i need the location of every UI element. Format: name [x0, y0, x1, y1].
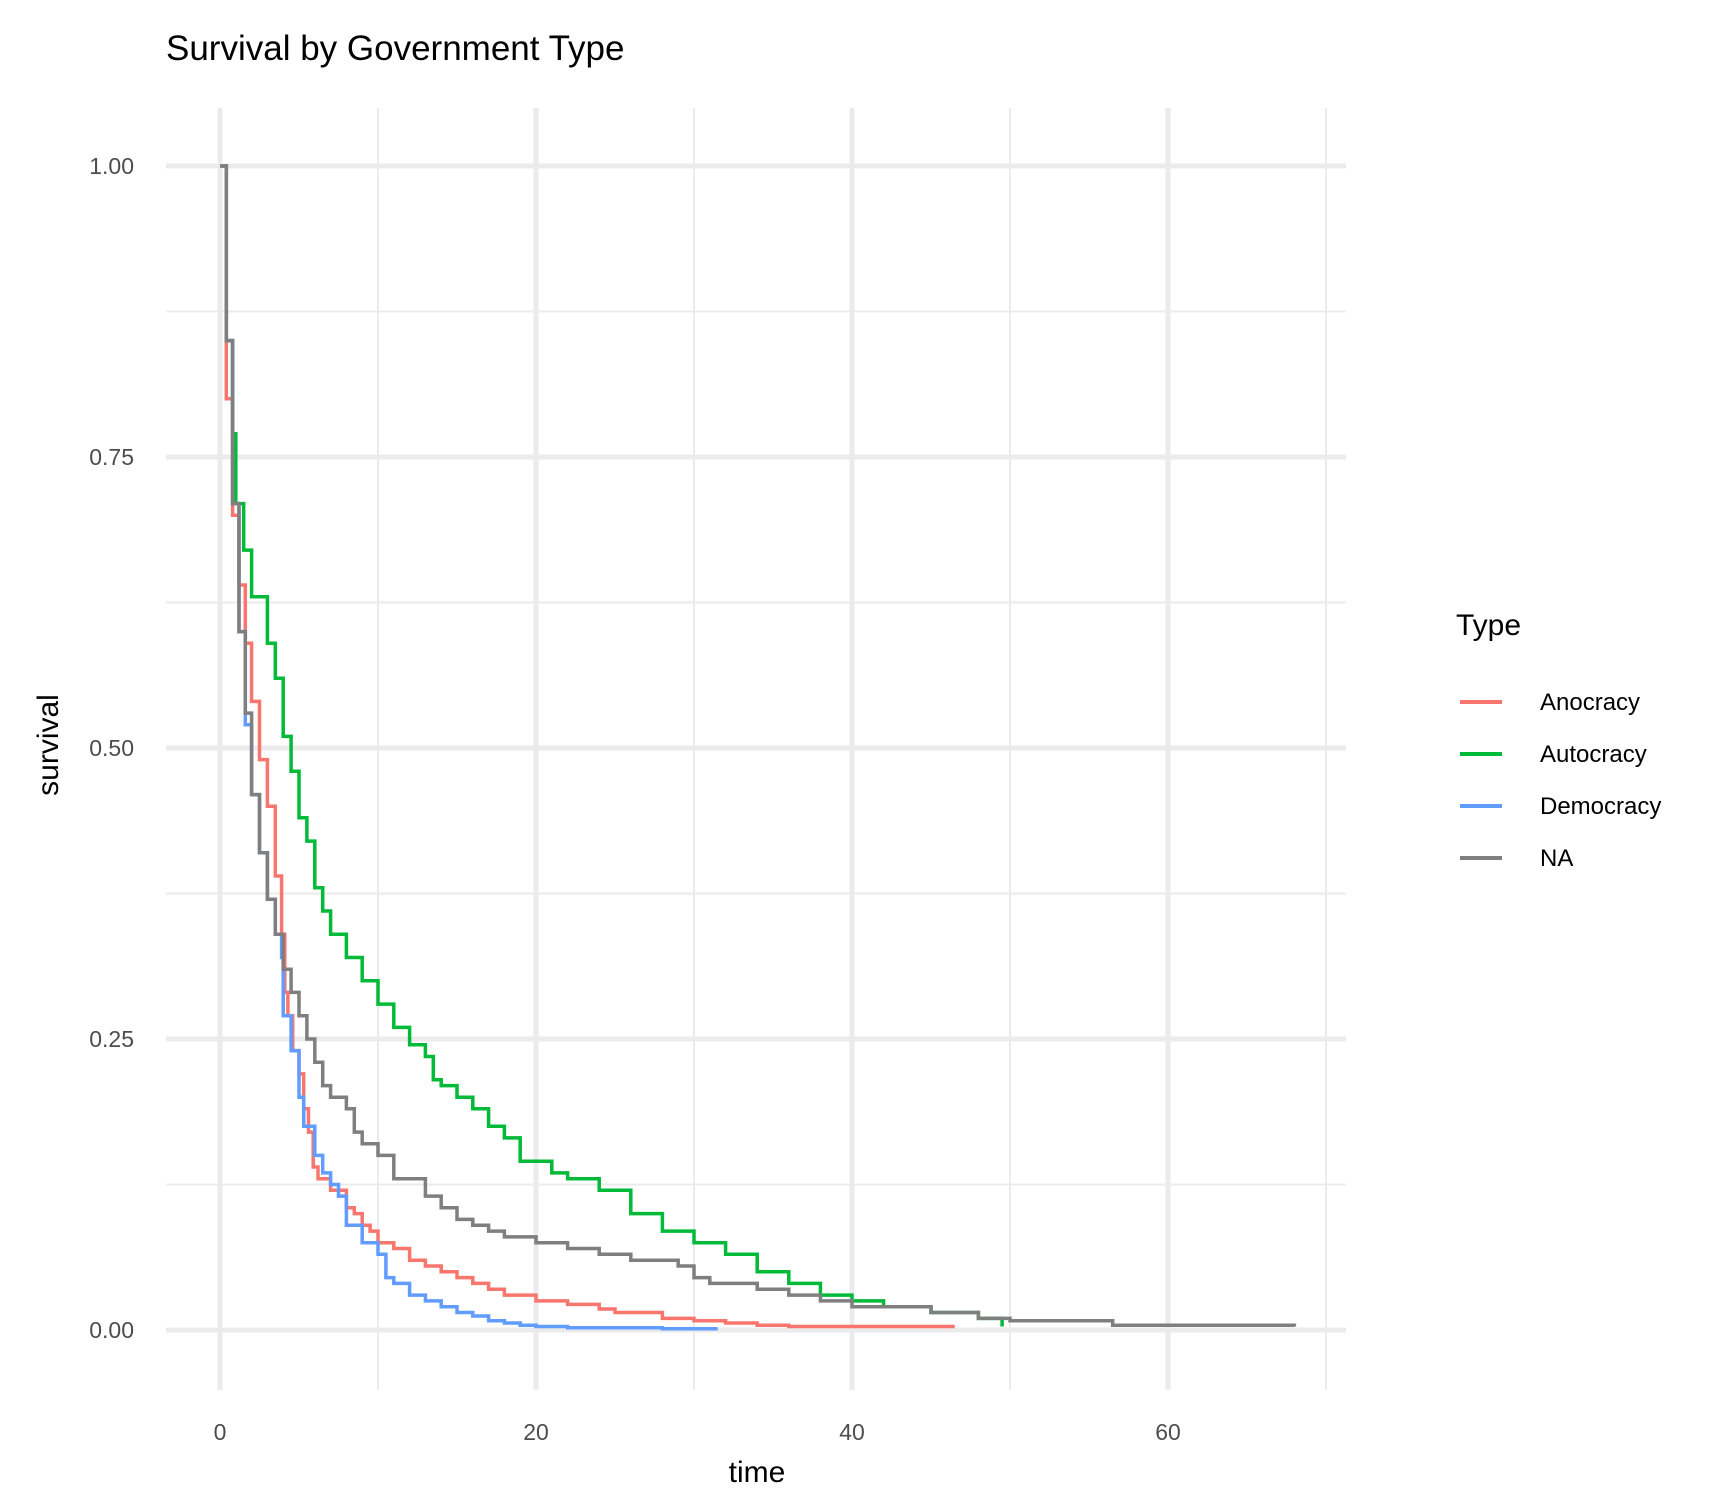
- y-tick-label: 1.00: [89, 153, 134, 179]
- y-tick-label: 0.75: [89, 444, 134, 470]
- legend-label-democracy: Democracy: [1540, 793, 1661, 820]
- y-tick-label: 0.00: [89, 1317, 134, 1343]
- x-axis-title: time: [729, 1456, 786, 1489]
- chart-title: Survival by Government Type: [166, 29, 624, 68]
- legend-label-anocracy: Anocracy: [1540, 689, 1640, 716]
- y-axis-tick-labels: 0.00 0.25 0.50 0.75 1.00: [89, 153, 134, 1343]
- series-line-autocracy: [220, 164, 1004, 1327]
- x-tick-label: 60: [1155, 1419, 1181, 1445]
- survival-curves: [220, 164, 1297, 1331]
- series-line-anocracy: [220, 164, 955, 1329]
- legend-label-autocracy: Autocracy: [1540, 741, 1647, 768]
- legend-title: Type: [1456, 609, 1521, 642]
- major-gridlines: [166, 108, 1346, 1390]
- legend-label-na: NA: [1540, 845, 1573, 872]
- x-axis-tick-labels: 0 20 40 60: [214, 1419, 1181, 1445]
- x-tick-label: 20: [523, 1419, 549, 1445]
- y-tick-label: 0.50: [89, 735, 134, 761]
- x-tick-label: 0: [214, 1419, 227, 1445]
- legend: Anocracy Autocracy Democracy NA: [1460, 689, 1661, 872]
- series-line-na: [220, 164, 1297, 1328]
- y-tick-label: 0.25: [89, 1026, 134, 1052]
- y-axis-title: survival: [32, 694, 65, 796]
- x-tick-label: 40: [839, 1419, 865, 1445]
